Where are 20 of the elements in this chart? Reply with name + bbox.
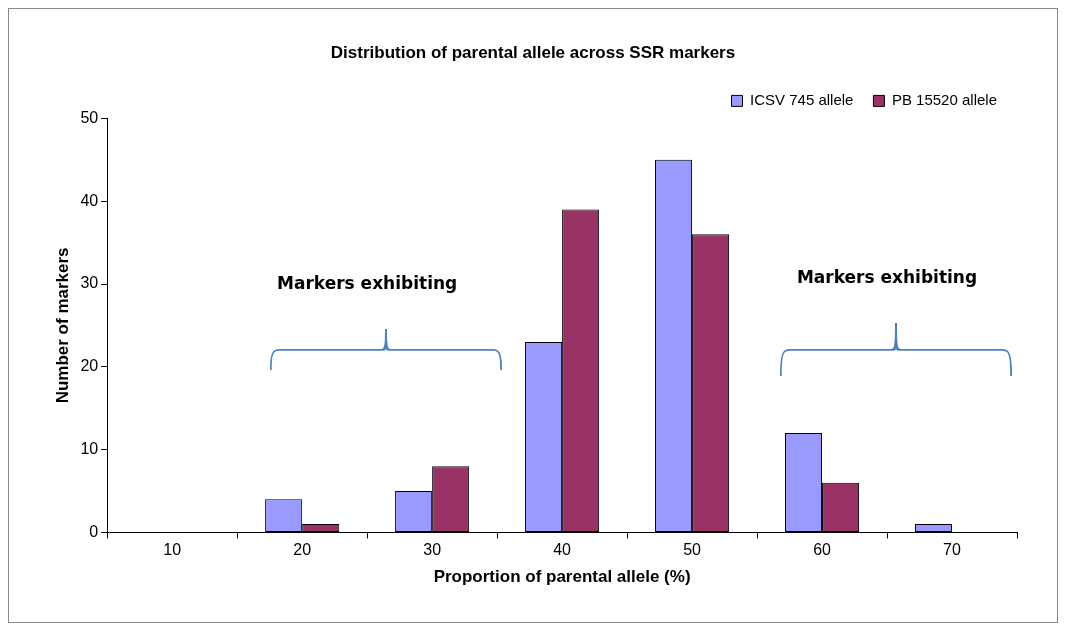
- x-tick-label: 40: [553, 541, 572, 559]
- x-tick-label: 60: [813, 541, 832, 559]
- y-axis-title: Number of markers: [52, 247, 72, 404]
- x-axis-title: Proportion of parental allele (%): [433, 567, 691, 587]
- annotation: Markers exhibiting: [277, 273, 458, 294]
- y-tick-label: 0: [89, 522, 99, 540]
- x-tick-label: 30: [423, 541, 442, 559]
- y-tick-label: 10: [80, 440, 99, 458]
- y-tick-label: 40: [80, 191, 99, 209]
- x-tick-label: 50: [683, 541, 702, 559]
- legend-label: PB 15520 allele: [891, 91, 998, 109]
- chart-title: Distribution of parental allele across SSR markers: [330, 42, 736, 62]
- y-tick-label: 20: [80, 357, 99, 375]
- y-tick-label: 50: [80, 108, 99, 126]
- legend-label: ICSV 745 allele: [750, 91, 854, 109]
- x-tick-label: 70: [943, 541, 962, 559]
- x-tick-label: 10: [163, 541, 182, 559]
- x-tick-label: 20: [293, 541, 312, 559]
- annotation: Markers exhibiting: [796, 267, 978, 288]
- y-tick-label: 30: [80, 274, 99, 292]
